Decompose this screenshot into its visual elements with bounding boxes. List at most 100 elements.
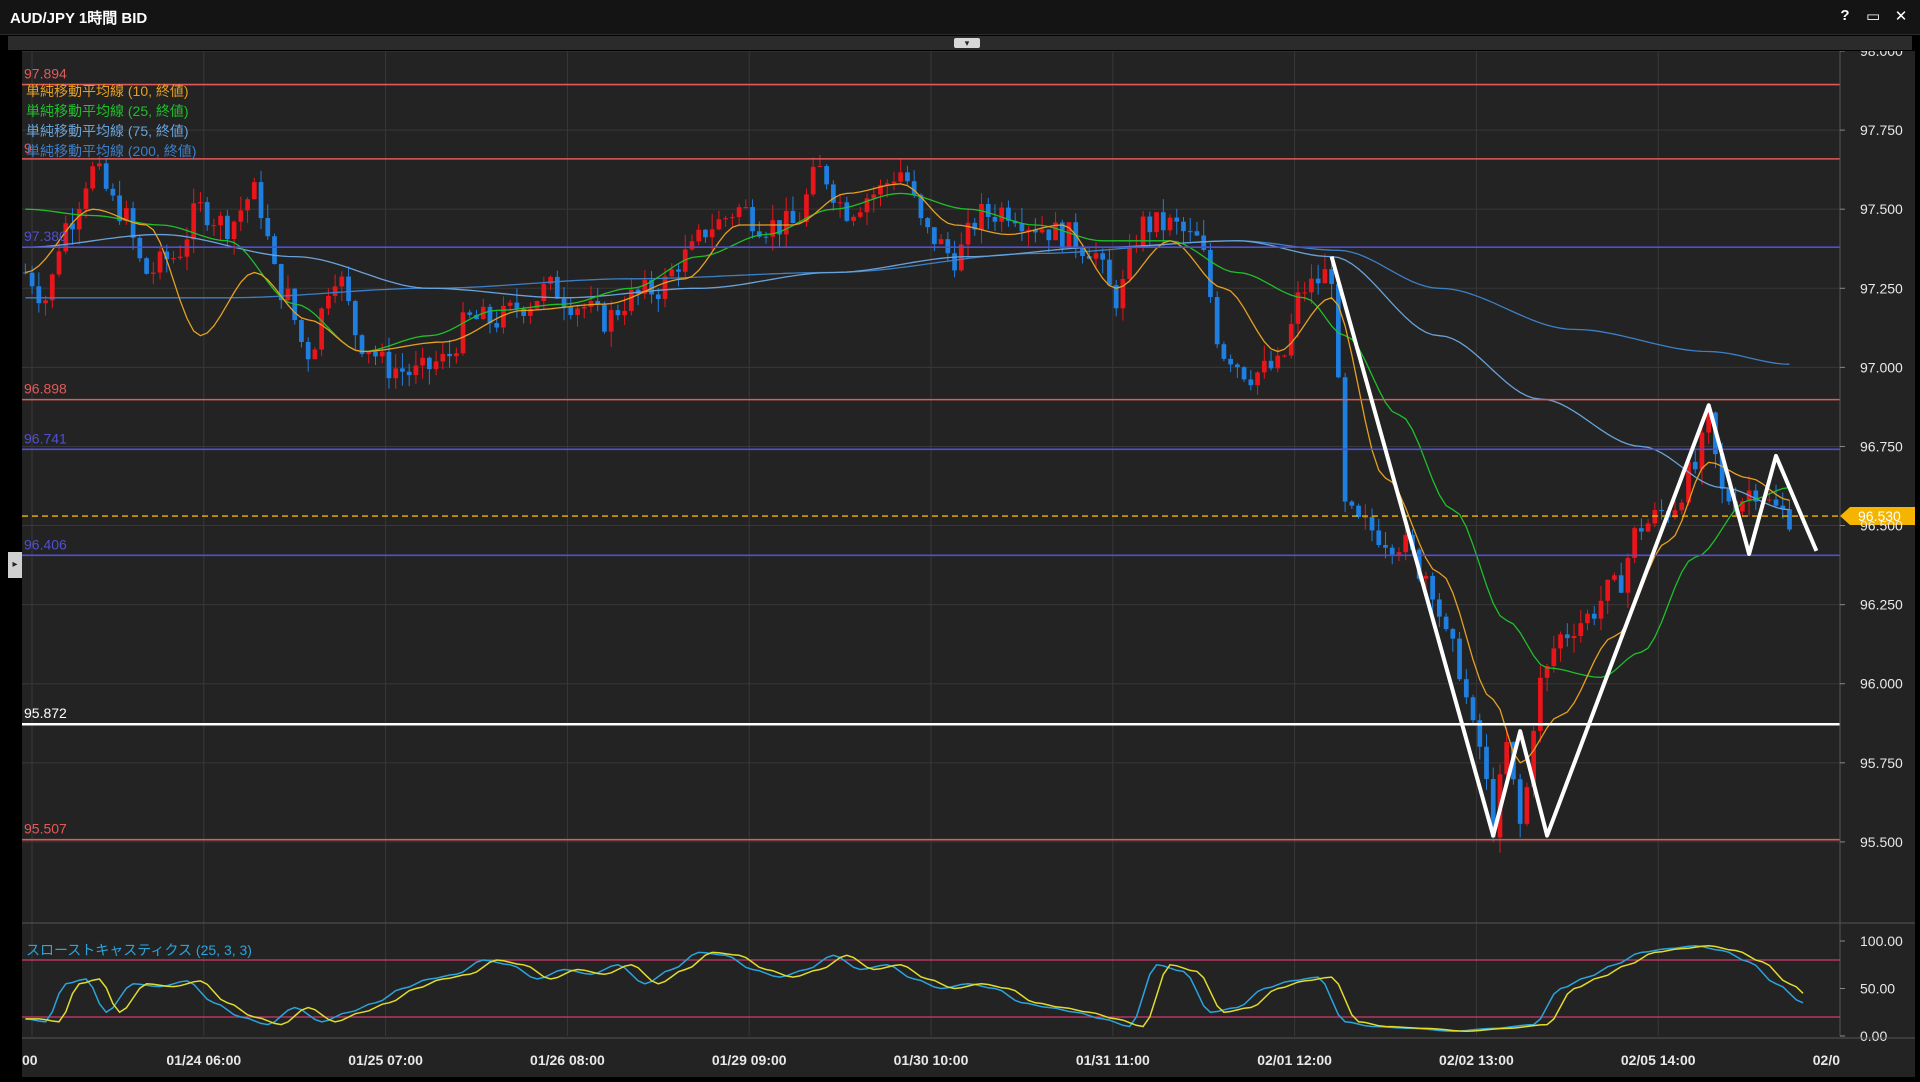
- candle-body: [817, 166, 823, 168]
- candle-body: [992, 216, 998, 222]
- candle-body: [608, 310, 614, 332]
- candle-body: [1780, 505, 1786, 510]
- candle-body: [171, 258, 176, 260]
- candle-body: [1140, 216, 1146, 246]
- candle-body: [689, 241, 695, 250]
- candle-body: [43, 300, 48, 304]
- candle-body: [507, 302, 513, 306]
- candle-body: [756, 231, 762, 237]
- candle-body: [366, 351, 372, 354]
- candle-body: [251, 182, 257, 200]
- close-button[interactable]: ✕: [1894, 8, 1908, 25]
- candle-body: [460, 312, 466, 354]
- candle-body: [736, 207, 742, 218]
- current-price-tag: 96.530: [1840, 507, 1915, 526]
- candle-body: [1181, 221, 1186, 232]
- candle-body: [595, 300, 601, 305]
- candle-body: [514, 302, 520, 309]
- candle-body: [521, 308, 526, 316]
- candle-body: [1208, 249, 1213, 298]
- time-axis-label: 00: [22, 1052, 38, 1068]
- candle-body: [258, 182, 264, 219]
- level-line-label: 97.894: [24, 66, 67, 82]
- candle-body: [965, 222, 971, 245]
- candle-body: [1659, 510, 1664, 512]
- candle-body: [770, 220, 776, 237]
- chart-svg[interactable]: 97.894 9 97.380 96.898 96.741 96.406 95.872 95.…: [22, 43, 1915, 1077]
- candle-body: [184, 239, 190, 257]
- candle-body: [918, 194, 924, 219]
- candle-body: [548, 276, 553, 284]
- candle-body: [541, 283, 547, 302]
- candle-body: [649, 279, 654, 295]
- candle-body: [925, 218, 930, 228]
- horizontal-lines: 97.894 9 97.380 96.898 96.741 96.406 95.872 95.…: [22, 66, 1840, 841]
- candle-body: [1571, 635, 1577, 639]
- sma75-line: [25, 233, 1790, 511]
- candle-body: [393, 368, 399, 379]
- candle-body: [1288, 323, 1294, 356]
- candle-body: [1578, 623, 1584, 636]
- candle-body: [1618, 575, 1624, 593]
- candle-body: [878, 185, 883, 195]
- candle-body: [245, 199, 250, 211]
- legend: 単純移動平均線 (10, 終値) 単純移動平均線 (25, 終値) 単純移動平均線 …: [26, 83, 196, 159]
- candle-body: [90, 166, 96, 189]
- maximize-button[interactable]: ▭: [1866, 8, 1881, 25]
- candle-body: [373, 351, 378, 357]
- side-panel-handle-icon[interactable]: ▸: [8, 552, 22, 578]
- level-line-label: 95.507: [24, 821, 67, 837]
- candle-body: [1430, 575, 1435, 600]
- candle-body: [1369, 516, 1375, 531]
- time-axis: 00 01/24 06:00 01/25 07:00 01/26 08:00 01/29…: [22, 1037, 1915, 1068]
- candle-body: [1538, 677, 1543, 731]
- candle-body: [857, 212, 863, 217]
- candle-body: [1268, 360, 1274, 369]
- candle-body: [447, 353, 452, 357]
- candle-body: [117, 195, 122, 222]
- candle-body: [932, 227, 937, 245]
- current-price-tag-label: 96.530: [1858, 508, 1901, 524]
- collapse-toggle-icon[interactable]: ▾: [954, 38, 980, 48]
- candle-body: [352, 301, 358, 336]
- help-button[interactable]: ?: [1840, 7, 1850, 24]
- candle-body: [1612, 575, 1617, 580]
- candle-body: [1437, 599, 1442, 617]
- candle-body: [1356, 505, 1361, 518]
- candle-body: [1585, 613, 1590, 624]
- candle-body: [554, 276, 560, 299]
- candle-body: [23, 272, 28, 274]
- candle-body: [588, 300, 594, 307]
- candle-body: [211, 225, 217, 227]
- candle-body: [534, 301, 540, 309]
- price-axis-label: 96.250: [1860, 597, 1903, 613]
- candle-body: [676, 269, 681, 272]
- candle-body: [467, 312, 473, 315]
- candle-body: [581, 306, 587, 309]
- candle-body: [716, 219, 722, 230]
- candle-body: [386, 351, 392, 379]
- candle-body: [420, 357, 425, 366]
- candle-body: [1241, 367, 1247, 380]
- candle-body: [1591, 613, 1597, 619]
- candle-body: [662, 276, 668, 299]
- candle-body: [1598, 600, 1604, 619]
- stochastic-axis-label: 0.00: [1860, 1028, 1887, 1044]
- candle-body: [1255, 372, 1260, 386]
- candle-body: [231, 221, 237, 240]
- candle-body: [400, 368, 405, 372]
- candle-body: [433, 361, 439, 370]
- stochastic-axis-label: 100.00: [1860, 933, 1903, 949]
- candle-body: [804, 194, 809, 223]
- time-axis-label: 01/29 09:00: [712, 1052, 787, 1068]
- candle-body: [319, 308, 324, 350]
- candle-body: [602, 304, 607, 332]
- candle-body: [427, 357, 432, 370]
- candle-body: [164, 251, 170, 260]
- candle-body: [696, 229, 702, 242]
- level-line-label: 97.380: [24, 228, 67, 244]
- candle-body: [191, 203, 197, 240]
- candle-body: [29, 272, 35, 287]
- candle-body: [1740, 501, 1745, 512]
- candle-body: [157, 251, 163, 273]
